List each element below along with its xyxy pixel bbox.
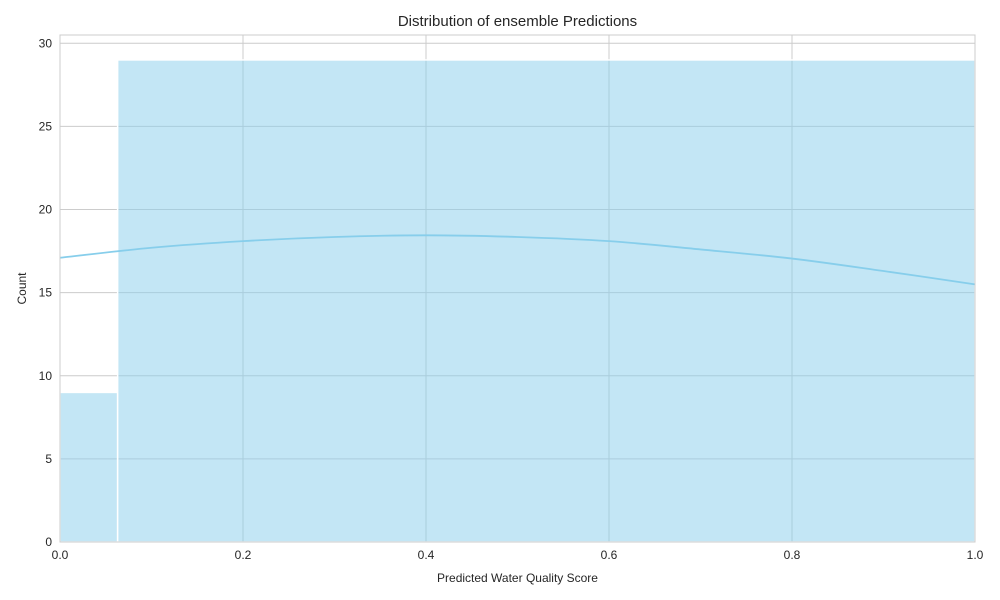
histogram-bar	[116, 59, 976, 543]
tick-labels: 0.0 0.2 0.4 0.6 0.8 1.0 0 5 10 15 20 25 30	[39, 36, 984, 562]
y-tick-label: 20	[39, 203, 53, 217]
y-tick-label: 15	[39, 286, 53, 300]
y-tick-label: 0	[45, 535, 52, 549]
x-tick-label: 0.0	[52, 548, 69, 562]
x-tick-label: 1.0	[967, 548, 984, 562]
y-axis-label: Count	[15, 272, 29, 305]
x-tick-label: 0.2	[235, 548, 252, 562]
y-tick-label: 10	[39, 369, 53, 383]
chart-title: Distribution of ensemble Predictions	[398, 13, 637, 30]
x-tick-label: 0.6	[601, 548, 618, 562]
x-tick-label: 0.8	[784, 548, 801, 562]
bars	[59, 59, 976, 543]
y-tick-label: 30	[39, 36, 53, 50]
x-tick-label: 0.4	[418, 548, 435, 562]
y-tick-label: 5	[45, 452, 52, 466]
histogram-bar	[59, 391, 119, 543]
kde	[59, 234, 976, 286]
x-axis-label: Predicted Water Quality Score	[437, 571, 598, 585]
plot-frame	[59, 34, 976, 543]
kde-line	[59, 234, 976, 286]
y-tick-label: 25	[39, 119, 53, 133]
